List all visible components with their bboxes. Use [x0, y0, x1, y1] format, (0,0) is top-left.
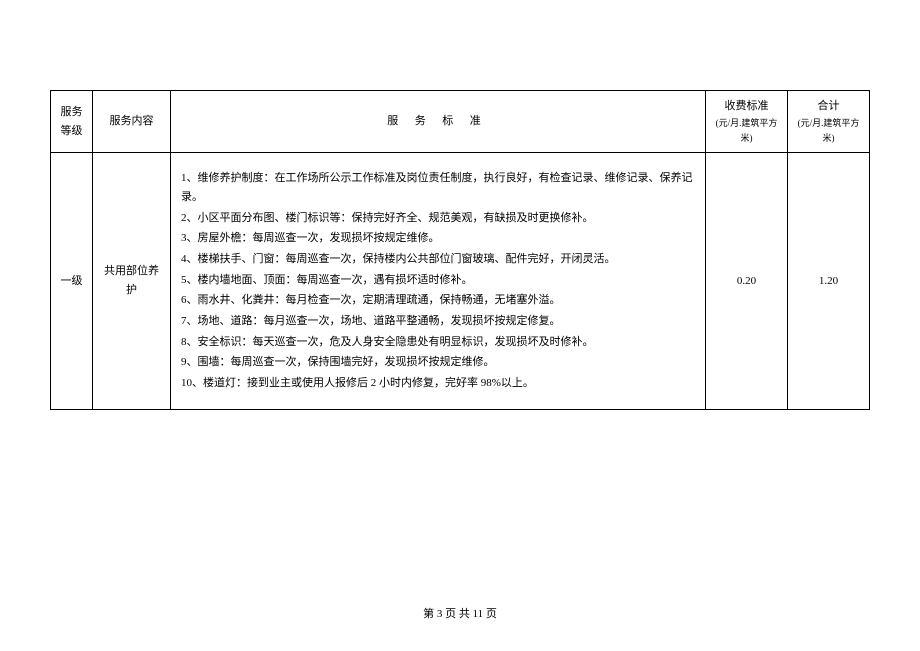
cell-fee: 0.20 [706, 153, 788, 410]
header-total: 合计 (元/月.建筑平方米) [788, 91, 870, 153]
standard-item: 5、楼内墙地面、顶面：每周巡查一次，遇有损坏适时修补。 [181, 271, 695, 290]
header-level-text: 服务等级 [61, 106, 83, 137]
standard-item: 1、维修养护制度：在工作场所公示工作标准及岗位责任制度，执行良好，有检查记录、维… [181, 169, 695, 206]
standard-item: 3、房屋外檐：每周巡查一次，发现损坏按规定维修。 [181, 229, 695, 248]
cell-level: 一级 [51, 153, 93, 410]
table-row: 一级 共用部位养护 1、维修养护制度：在工作场所公示工作标准及岗位责任制度，执行… [51, 153, 870, 410]
standard-item: 4、楼梯扶手、门窗：每周巡查一次，保持楼内公共部位门窗玻璃、配件完好，开闭灵活。 [181, 250, 695, 269]
header-content-text: 服务内容 [110, 115, 154, 127]
header-fee-sub: (元/月.建筑平方米) [714, 116, 779, 147]
standard-item: 10、楼道灯：接到业主或使用人报修后 2 小时内修复，完好率 98%以上。 [181, 374, 695, 393]
header-row: 服务等级 服务内容 服务标准 收费标准 (元/月.建筑平方米) 合计 (元/月.… [51, 91, 870, 153]
header-total-main: 合计 [818, 100, 840, 112]
standard-item: 6、雨水井、化粪井：每月检查一次，定期清理疏通，保持畅通，无堵塞外溢。 [181, 291, 695, 310]
cell-content: 共用部位养护 [93, 153, 171, 410]
header-standard: 服务标准 [171, 91, 706, 153]
cell-standard: 1、维修养护制度：在工作场所公示工作标准及岗位责任制度，执行良好，有检查记录、维… [171, 153, 706, 410]
standard-item: 2、小区平面分布图、楼门标识等：保持完好齐全、规范美观，有缺损及时更换修补。 [181, 209, 695, 228]
cell-total: 1.20 [788, 153, 870, 410]
service-table: 服务等级 服务内容 服务标准 收费标准 (元/月.建筑平方米) 合计 (元/月.… [50, 90, 870, 410]
header-fee: 收费标准 (元/月.建筑平方米) [706, 91, 788, 153]
header-total-sub: (元/月.建筑平方米) [796, 116, 861, 147]
page-footer: 第 3 页 共 11 页 [0, 605, 920, 621]
header-level: 服务等级 [51, 91, 93, 153]
standard-item: 7、场地、道路：每月巡查一次，场地、道路平整通畅，发现损坏按规定修复。 [181, 312, 695, 331]
standard-item: 9、围墙：每周巡查一次，保持围墙完好，发现损坏按规定维修。 [181, 353, 695, 372]
header-standard-text: 服务标准 [387, 115, 497, 127]
header-content: 服务内容 [93, 91, 171, 153]
standard-item: 8、安全标识：每天巡查一次，危及人身安全隐患处有明显标识，发现损坏及时修补。 [181, 333, 695, 352]
header-fee-main: 收费标准 [725, 100, 769, 112]
